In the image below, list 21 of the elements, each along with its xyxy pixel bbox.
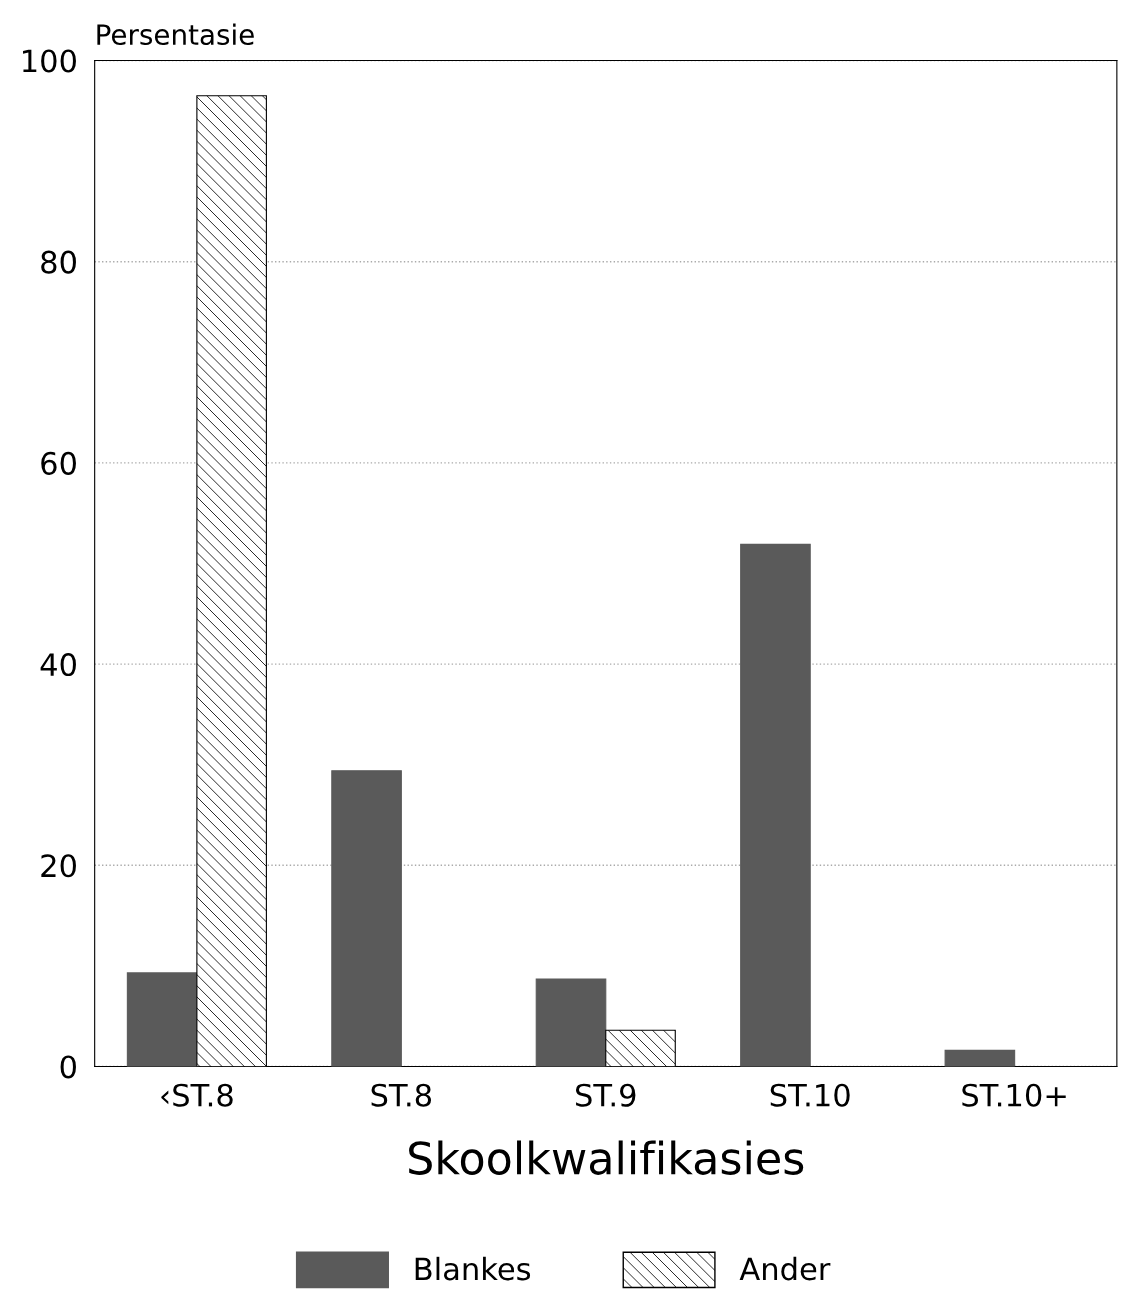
legend-label: Ander <box>739 1256 831 1281</box>
y-tick-label: 20 <box>41 854 76 878</box>
bar <box>944 1049 1016 1067</box>
bar <box>535 978 607 1067</box>
y-tick-label: 100 <box>23 49 76 73</box>
x-tick-label: ST.8 <box>371 1083 432 1107</box>
bar <box>331 770 402 1067</box>
y-tick-label: 60 <box>41 451 76 475</box>
x-tick-label: ‹ST.8 <box>161 1083 233 1107</box>
x-tick-label: ST.9 <box>575 1083 636 1107</box>
x-tick-label: ST.10 <box>770 1083 850 1107</box>
y-tick-label: 80 <box>41 250 76 274</box>
legend-label: Blankes <box>415 1256 531 1281</box>
x-axis-title: Skoolkwalifikasies <box>409 1140 804 1175</box>
y-axis-title: Persentasie <box>97 23 254 46</box>
x-tick-label: ST.10+ <box>962 1083 1066 1107</box>
bar <box>196 95 267 1067</box>
y-tick-label: 0 <box>60 1055 76 1079</box>
bar <box>126 972 198 1067</box>
y-tick-label: 40 <box>40 653 76 677</box>
bar <box>605 1029 676 1067</box>
